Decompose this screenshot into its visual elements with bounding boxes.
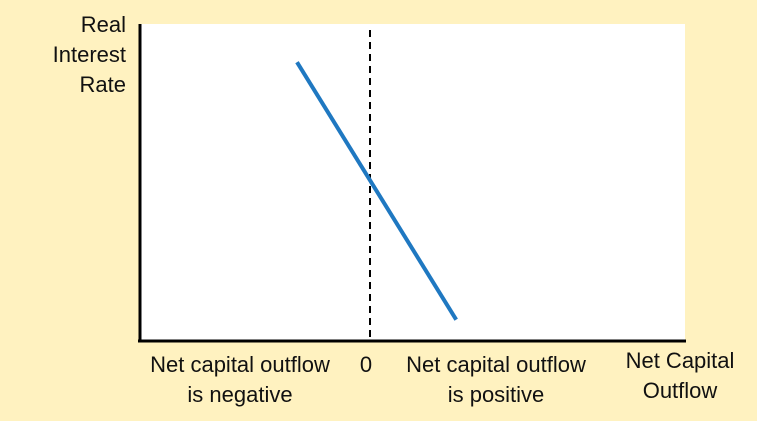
nco-curve-0 (295, 61, 458, 321)
plot-area (140, 24, 685, 342)
x-axis-label: Net Capital Outflow (625, 348, 735, 403)
zero-tick-label: 0 (359, 352, 373, 377)
negative-region-label: Net capital outflow is negative (150, 352, 330, 407)
y-axis-label: Real Interest Rate (52, 12, 126, 97)
positive-region-label: Net capital outflow is positive (406, 352, 586, 407)
series-group (295, 61, 458, 321)
